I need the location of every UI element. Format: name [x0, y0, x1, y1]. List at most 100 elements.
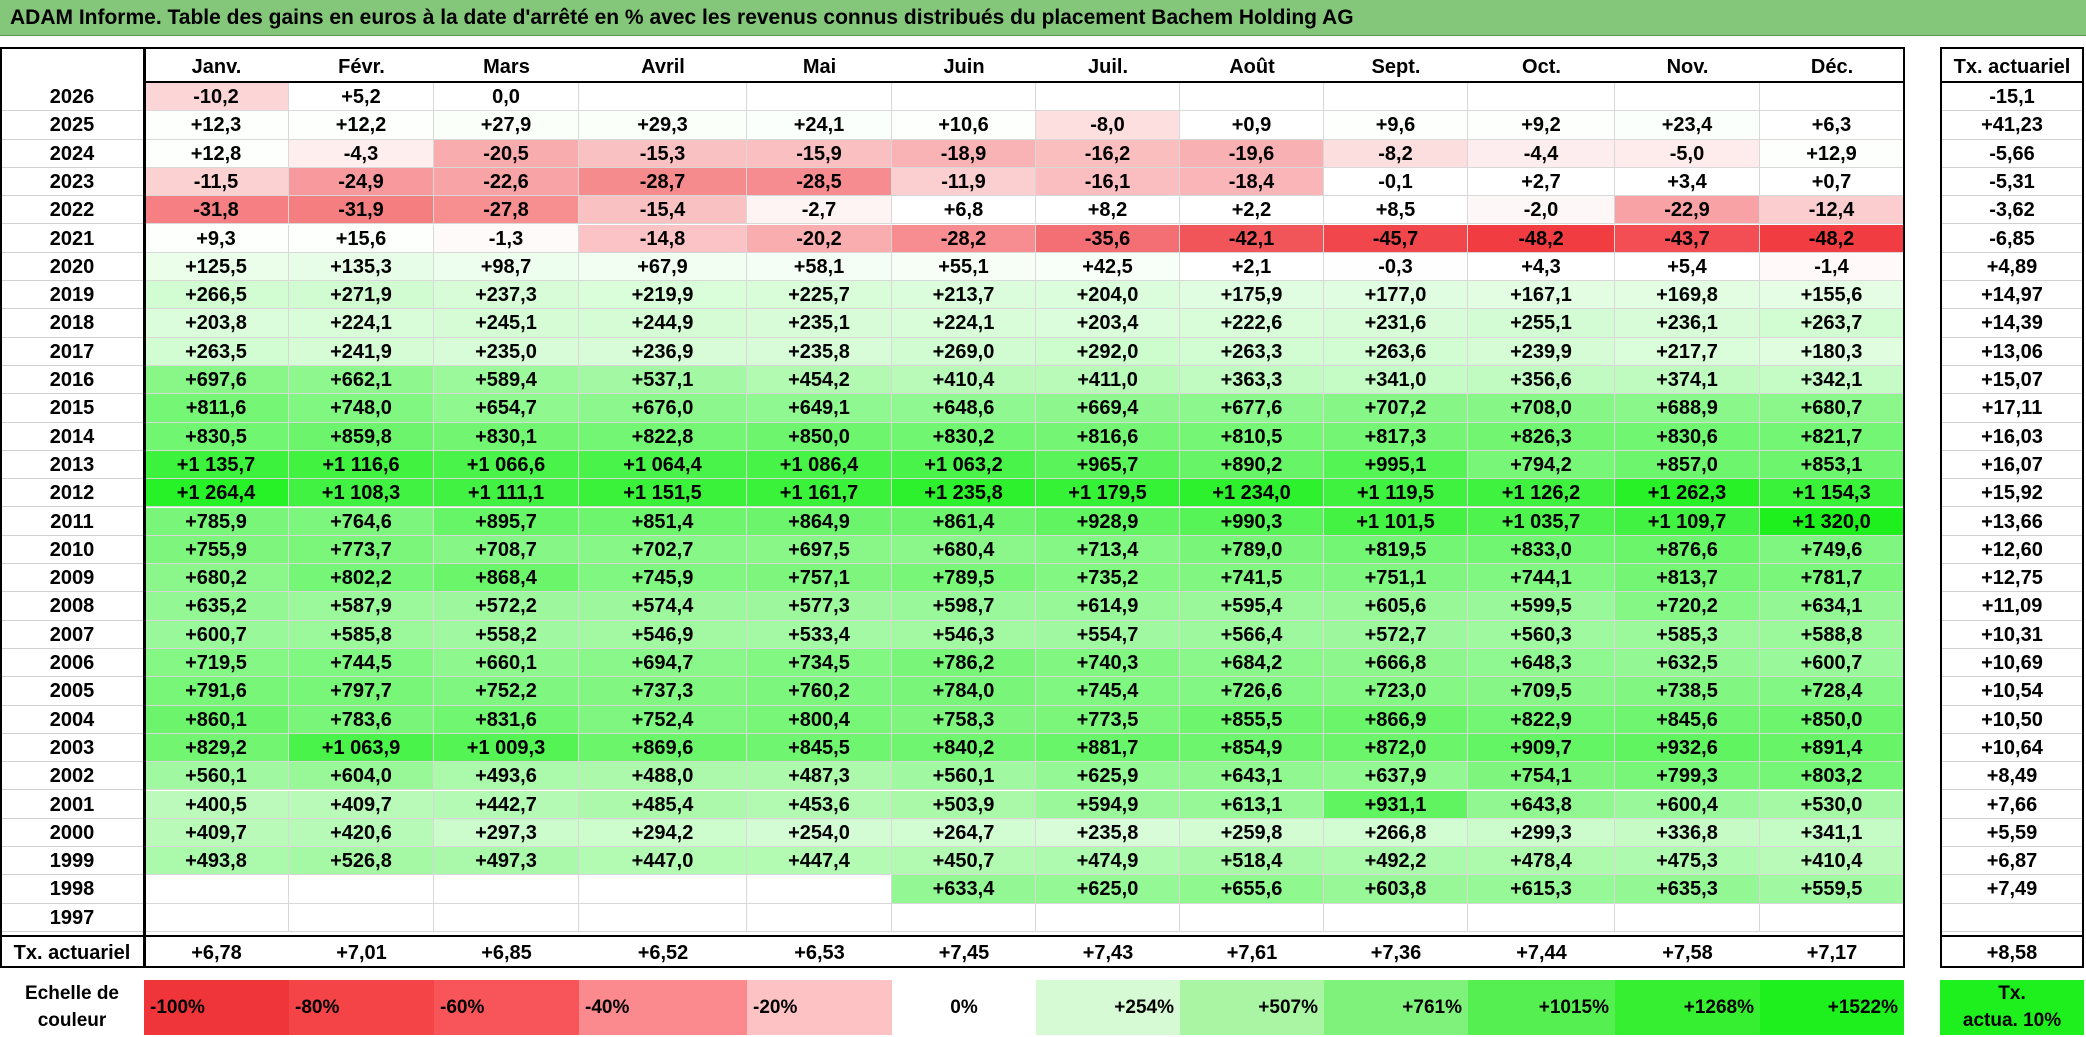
- data-cell: [1468, 83, 1615, 112]
- data-cell: +342,1: [1760, 366, 1904, 395]
- data-cell: [1324, 83, 1468, 112]
- data-cell: +719,5: [144, 649, 289, 678]
- data-cell: +851,4: [579, 507, 747, 536]
- data-cell: [892, 83, 1036, 112]
- data-cell: +869,6: [579, 733, 747, 763]
- data-cell: +881,7: [1036, 733, 1180, 763]
- data-cell: +909,7: [1468, 733, 1615, 763]
- data-cell: +744,5: [289, 649, 434, 678]
- data-cell: +224,1: [892, 309, 1036, 338]
- data-cell: +264,7: [892, 818, 1036, 848]
- data-cell: +254,0: [747, 818, 892, 848]
- data-cell: +475,3: [1615, 847, 1760, 876]
- data-cell: +819,5: [1324, 535, 1468, 565]
- data-cell: [289, 875, 434, 904]
- data-cell: +410,4: [892, 366, 1036, 395]
- annual-rate-cell: +6,87: [1940, 847, 2084, 876]
- data-cell: +604,0: [289, 762, 434, 791]
- year-label: 2017: [0, 337, 144, 366]
- data-cell: +833,0: [1468, 535, 1615, 565]
- data-cell: +816,6: [1036, 422, 1180, 451]
- data-cell: +845,6: [1615, 705, 1760, 734]
- data-cell: +24,1: [747, 111, 892, 140]
- month-header: Oct.: [1468, 47, 1615, 83]
- data-cell: +720,2: [1615, 592, 1760, 621]
- data-cell: +2,7: [1468, 167, 1615, 197]
- data-cell: +2,2: [1180, 196, 1324, 225]
- data-cell: +794,2: [1468, 450, 1615, 480]
- data-cell: +600,7: [1760, 649, 1904, 678]
- data-cell: +1 035,7: [1468, 507, 1615, 536]
- data-cell: +895,7: [434, 507, 579, 536]
- month-header: Nov.: [1615, 47, 1760, 83]
- data-cell: +180,3: [1760, 337, 1904, 366]
- data-cell: -11,5: [144, 167, 289, 197]
- data-cell: +577,3: [747, 592, 892, 621]
- annual-rate-cell: +8,49: [1940, 762, 2084, 791]
- data-cell: +660,1: [434, 649, 579, 678]
- data-cell: +709,5: [1468, 677, 1615, 706]
- data-cell: -1,3: [434, 224, 579, 253]
- data-cell: +821,7: [1760, 422, 1904, 451]
- data-cell: +410,4: [1760, 847, 1904, 876]
- data-cell: +830,5: [144, 422, 289, 451]
- data-cell: +831,6: [434, 705, 579, 734]
- annual-rate-cell: +10,69: [1940, 649, 2084, 678]
- data-cell: +840,2: [892, 733, 1036, 763]
- scale-annual-line: actua. 10%: [1962, 1010, 2062, 1031]
- data-cell: +866,9: [1324, 705, 1468, 734]
- year-label: 2025: [0, 111, 144, 140]
- data-cell: +634,1: [1760, 592, 1904, 621]
- data-cell: +662,1: [289, 366, 434, 395]
- data-cell: +648,3: [1468, 649, 1615, 678]
- data-cell: +1 234,0: [1180, 479, 1324, 508]
- year-label: 1999: [0, 847, 144, 876]
- data-cell: +8,2: [1036, 196, 1180, 225]
- data-cell: -2,7: [747, 196, 892, 225]
- data-cell: -11,9: [892, 167, 1036, 197]
- data-cell: +493,6: [434, 762, 579, 791]
- data-cell: +708,7: [434, 535, 579, 565]
- scale-label-line: couleur: [37, 1010, 107, 1031]
- data-cell: -14,8: [579, 224, 747, 253]
- year-label: 2024: [0, 139, 144, 168]
- data-cell: +1 009,3: [434, 733, 579, 763]
- data-cell: +810,5: [1180, 422, 1324, 451]
- annual-rate-cell: +17,11: [1940, 394, 2084, 423]
- scale-swatch: -80%: [289, 980, 434, 1035]
- data-cell: +125,5: [144, 252, 289, 282]
- data-cell: +615,3: [1468, 875, 1615, 904]
- data-cell: +890,2: [1180, 450, 1324, 480]
- data-cell: [1324, 903, 1468, 932]
- data-cell: +224,1: [289, 309, 434, 338]
- year-label: 2002: [0, 762, 144, 791]
- month-header: Avril: [579, 47, 747, 83]
- data-cell: +697,6: [144, 366, 289, 395]
- annual-rate-cell: +15,07: [1940, 366, 2084, 395]
- data-cell: +868,4: [434, 564, 579, 593]
- data-cell: +263,6: [1324, 337, 1468, 366]
- annual-rate-cell: +12,75: [1940, 564, 2084, 593]
- data-cell: -15,9: [747, 139, 892, 168]
- data-cell: +600,7: [144, 620, 289, 649]
- data-cell: [1036, 903, 1180, 932]
- data-cell: +420,6: [289, 818, 434, 848]
- data-cell: +764,6: [289, 507, 434, 536]
- data-cell: +813,7: [1615, 564, 1760, 593]
- data-cell: +635,3: [1615, 875, 1760, 904]
- data-cell: +708,0: [1468, 394, 1615, 423]
- annual-rate-cell: +13,06: [1940, 337, 2084, 366]
- data-cell: +737,3: [579, 677, 747, 706]
- data-cell: +231,6: [1324, 309, 1468, 338]
- data-cell: +271,9: [289, 281, 434, 310]
- data-cell: +12,9: [1760, 139, 1904, 168]
- data-cell: +829,2: [144, 733, 289, 763]
- data-cell: -28,2: [892, 224, 1036, 253]
- data-cell: +558,2: [434, 620, 579, 649]
- data-cell: +822,9: [1468, 705, 1615, 734]
- year-label: 2011: [0, 507, 144, 536]
- scale-swatch: 0%: [892, 980, 1036, 1035]
- data-cell: +363,3: [1180, 366, 1324, 395]
- data-cell: +0,9: [1180, 111, 1324, 140]
- data-cell: +857,0: [1615, 450, 1760, 480]
